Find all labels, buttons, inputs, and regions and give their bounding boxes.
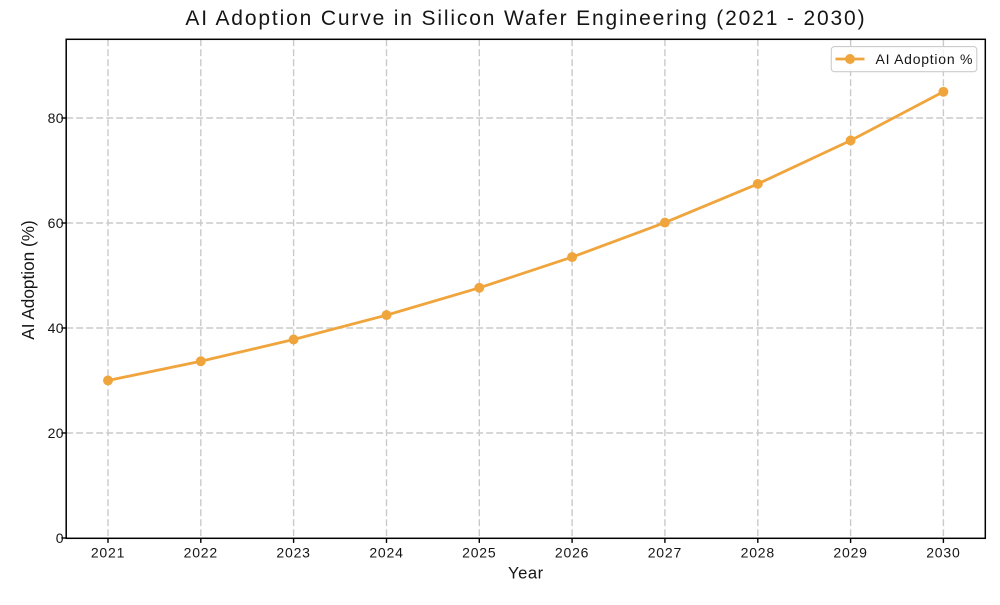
svg-text:Year: Year xyxy=(508,564,544,583)
svg-text:2024: 2024 xyxy=(369,545,403,561)
svg-text:40: 40 xyxy=(48,320,64,336)
svg-text:AI Adoption Curve in Silicon W: AI Adoption Curve in Silicon Wafer Engin… xyxy=(185,7,866,30)
svg-text:2021: 2021 xyxy=(91,545,125,561)
svg-text:2023: 2023 xyxy=(276,545,310,561)
svg-text:80: 80 xyxy=(48,110,64,126)
svg-text:2026: 2026 xyxy=(555,545,589,561)
svg-text:AI Adoption (%): AI Adoption (%) xyxy=(18,220,38,339)
svg-text:20: 20 xyxy=(48,425,64,441)
svg-text:AI Adoption %: AI Adoption % xyxy=(876,51,974,67)
svg-text:2030: 2030 xyxy=(926,545,960,561)
svg-text:60: 60 xyxy=(48,215,64,231)
svg-text:2027: 2027 xyxy=(648,545,682,561)
svg-text:2028: 2028 xyxy=(741,545,775,561)
svg-text:2025: 2025 xyxy=(462,545,496,561)
svg-text:2022: 2022 xyxy=(184,545,218,561)
svg-text:2029: 2029 xyxy=(833,545,867,561)
svg-text:0: 0 xyxy=(56,530,64,546)
